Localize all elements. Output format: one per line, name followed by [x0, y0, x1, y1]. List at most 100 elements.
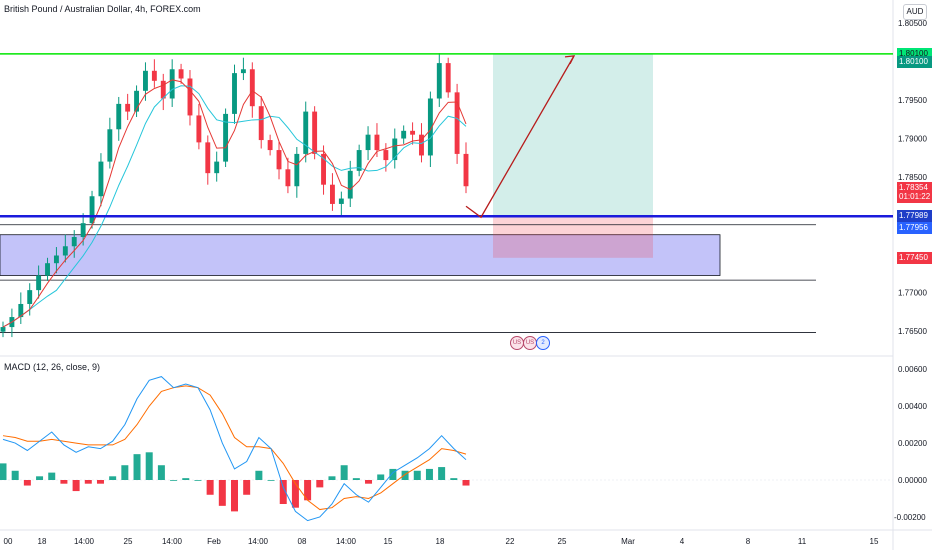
candle-body: [45, 263, 50, 276]
macd-histogram-bar: [133, 454, 141, 480]
price-badge: 1.77450: [897, 251, 932, 264]
macd-tick-label: 0.00200: [898, 439, 927, 448]
time-tick-label: 00: [4, 537, 13, 546]
price-tick-label: 1.79000: [898, 135, 927, 144]
candle-body: [178, 69, 184, 79]
candle-body: [303, 111, 309, 154]
candle-body: [463, 153, 469, 187]
price-tick-label: 1.76500: [898, 327, 927, 336]
candle-body: [365, 134, 371, 151]
macd-histogram-bar: [328, 476, 336, 480]
macd-histogram-bar: [340, 465, 348, 480]
candle-body: [0, 327, 6, 332]
candle-body: [134, 90, 140, 112]
price-tick-label: 1.79500: [898, 96, 927, 105]
event-count-icon[interactable]: 2: [536, 336, 550, 350]
macd-histogram-bar: [194, 480, 202, 481]
projection-arrow-head: [564, 55, 576, 65]
macd-histogram-bar: [0, 463, 7, 480]
demand-zone: [0, 234, 721, 276]
projection-arrow: [465, 55, 575, 219]
macd-histogram-bar: [462, 480, 470, 486]
event-us-icon[interactable]: US: [510, 336, 524, 350]
candle-body: [116, 103, 122, 130]
macd-histogram-bar: [450, 478, 458, 480]
candle-body: [27, 290, 33, 304]
price-badge: 1.80100: [897, 55, 932, 68]
event-us-icon-2[interactable]: US: [523, 336, 537, 350]
macd-title: MACD (12, 26, close, 9): [4, 362, 101, 372]
candle-body: [36, 275, 42, 291]
time-tick-label: 18: [38, 537, 47, 546]
candle-body: [98, 161, 104, 197]
time-tick-label: 25: [558, 537, 567, 546]
time-tick-label: 14:00: [336, 537, 357, 546]
candle-body: [374, 134, 380, 151]
candle-body: [312, 111, 318, 154]
price-tick-label: 1.78500: [898, 173, 927, 182]
moving-average-slow: [2, 85, 467, 328]
candle-body: [223, 113, 229, 162]
candle-body: [329, 184, 335, 204]
stop-loss-zone: [493, 216, 653, 258]
time-tick-label: 15: [384, 537, 393, 546]
candle-body: [151, 70, 157, 81]
candle-body: [143, 70, 148, 91]
macd-histogram-bar: [145, 452, 153, 480]
candle-body: [62, 246, 68, 256]
macd-tick-label: 0.00400: [898, 402, 927, 411]
candle-body: [107, 129, 113, 162]
candle-body: [356, 150, 362, 171]
macd-histogram-bar: [352, 478, 360, 480]
macd-histogram-bar: [109, 476, 117, 480]
candle-body: [285, 169, 291, 187]
time-tick-label: 4: [680, 537, 685, 546]
candle-body: [169, 69, 175, 99]
time-tick-label: Feb: [207, 537, 221, 546]
macd-histogram-bar: [11, 470, 19, 480]
macd-histogram-bar: [291, 480, 299, 508]
macd-histogram-bar: [389, 468, 397, 480]
macd-tick-label: -0.00200: [894, 513, 926, 522]
macd-histogram-bar: [72, 480, 80, 492]
macd-histogram-bar: [267, 480, 275, 481]
candle-body: [187, 78, 193, 116]
price-badge: 01:01:22: [897, 191, 932, 203]
macd-histogram-bar: [157, 465, 165, 480]
price-badge: 1.78354: [897, 181, 932, 194]
chart-title: British Pound / Australian Dollar, 4h, F…: [4, 4, 201, 14]
candle-body: [249, 69, 255, 107]
time-tick-label: 14:00: [248, 537, 269, 546]
candle-body: [196, 115, 202, 143]
macd-histogram-bar: [48, 472, 56, 480]
macd-histogram-bar: [279, 480, 287, 504]
candle-body: [347, 170, 353, 199]
macd-histogram-bar: [218, 480, 226, 506]
moving-average-fast: [2, 79, 467, 328]
price-badge: 1.77956: [897, 221, 932, 234]
macd-histogram-bar: [413, 470, 421, 480]
macd-histogram-bar: [377, 474, 385, 480]
macd-histogram-bar: [401, 470, 409, 480]
time-tick-label: 14:00: [74, 537, 95, 546]
candle-body: [18, 303, 24, 318]
macd-histogram-bar: [231, 480, 238, 512]
macd-line: [2, 376, 467, 522]
candle-body: [214, 161, 220, 174]
macd-histogram-bar: [36, 476, 44, 480]
candle-body: [392, 138, 398, 161]
macd-histogram-bar: [60, 480, 68, 484]
currency-selector[interactable]: AUD: [903, 4, 927, 20]
time-tick-label: 22: [506, 537, 515, 546]
candle-body: [80, 223, 86, 238]
macd-histogram-bar: [255, 470, 263, 480]
macd-histogram-bar: [23, 480, 31, 486]
candle-body: [125, 103, 131, 112]
price-badge: 1.77989: [897, 210, 932, 223]
time-tick-label: 11: [798, 537, 807, 546]
candle-body: [383, 150, 389, 161]
candle-body: [71, 237, 77, 247]
candle-body: [89, 196, 95, 224]
macd-histogram-bar: [243, 480, 251, 495]
